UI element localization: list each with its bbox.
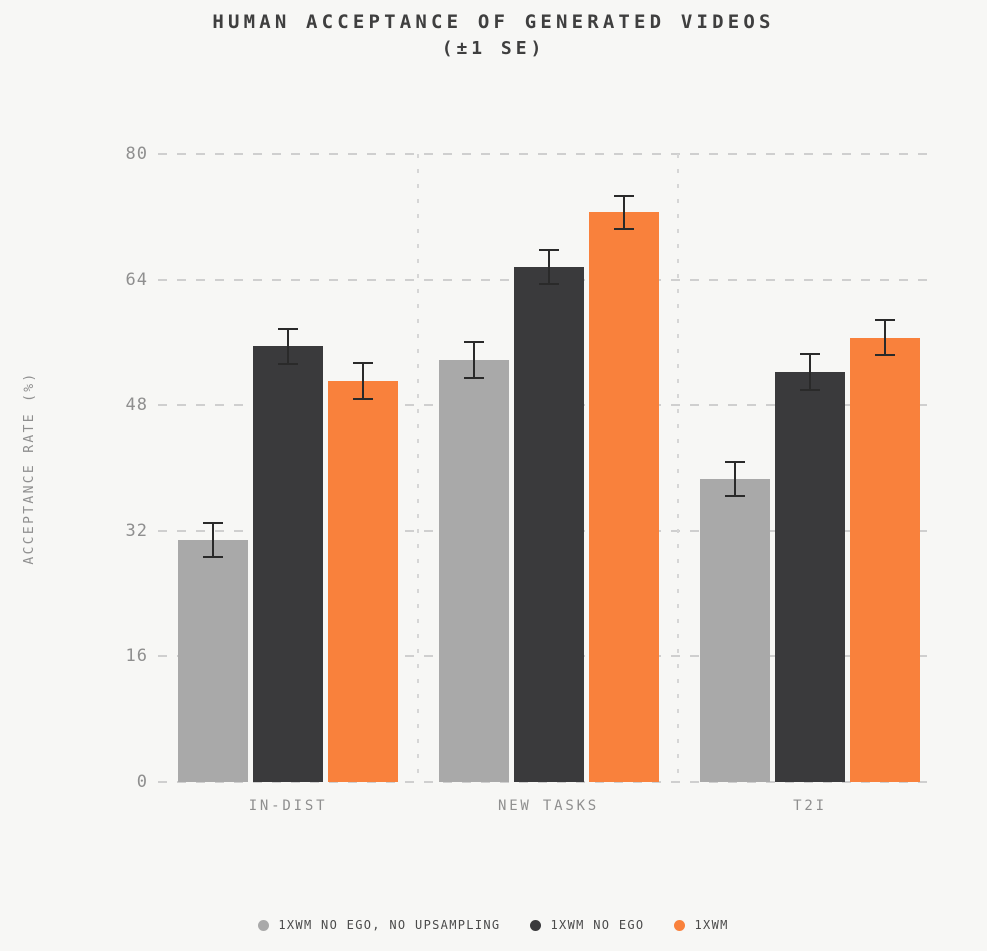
bar-1xwm-no-ego-new-tasks xyxy=(513,267,584,782)
error-bar xyxy=(547,249,550,285)
legend-item-1xwm-no-ego: 1XWM NO EGO xyxy=(530,918,644,932)
legend-dot-icon xyxy=(530,919,542,931)
error-bar-cap-bottom xyxy=(463,376,484,379)
group-separator-2 xyxy=(677,154,679,782)
chart-title: HUMAN ACCEPTANCE OF GENERATED VIDEOS xyxy=(212,11,775,33)
error-bar-cap-top xyxy=(875,319,895,322)
y-tick-label-64: 64 xyxy=(125,269,148,290)
error-bar-cap-bottom xyxy=(353,397,373,400)
bar-1xwm-in-dist xyxy=(328,380,398,782)
error-bar-cap-top xyxy=(725,460,745,463)
error-bar xyxy=(287,329,289,364)
error-bar-cap-top xyxy=(613,194,634,197)
gridline-y-0 xyxy=(158,781,935,783)
bar-1xwm-no-ego-in-dist xyxy=(253,346,323,782)
error-bar xyxy=(212,522,214,558)
legend-item-1xwm-no-ego-no-upsampling: 1XWM NO EGO, NO UPSAMPLING xyxy=(258,918,500,932)
legend-label: 1XWM NO EGO, NO UPSAMPLING xyxy=(278,918,501,932)
error-bar-cap-top xyxy=(463,340,484,343)
error-bar-cap-bottom xyxy=(613,227,634,230)
legend-item-1xwm: 1XWM xyxy=(674,918,728,932)
y-axis-label: ACCEPTANCE RATE (%) xyxy=(22,371,37,565)
x-tick-label-t2i: T2I xyxy=(793,798,827,814)
y-tick-label-48: 48 xyxy=(125,395,148,416)
legend: 1XWM NO EGO, NO UPSAMPLING 1XWM NO EGO 1XW… xyxy=(0,918,987,932)
error-bar xyxy=(809,354,811,391)
error-bar-cap-top xyxy=(353,361,373,364)
chart-title-block: HUMAN ACCEPTANCE OF GENERATED VIDEOS (±1… xyxy=(0,8,987,62)
error-bar xyxy=(362,362,364,399)
bar-1xwm-no-ego-no-upsampling-in-dist xyxy=(178,540,248,782)
error-bar-cap-bottom xyxy=(278,362,298,365)
bar-1xwm-t2i xyxy=(850,337,920,782)
error-bar-cap-bottom xyxy=(800,389,820,392)
error-bar xyxy=(472,341,475,378)
plot-area xyxy=(158,153,935,783)
error-bar-cap-bottom xyxy=(875,353,895,356)
gridline-y-80 xyxy=(158,153,935,155)
bar-1xwm-no-ego-no-upsampling-t2i xyxy=(700,478,770,782)
bar-1xwm-no-ego-no-upsampling-new-tasks xyxy=(438,359,509,782)
error-bar-cap-bottom xyxy=(203,556,223,559)
legend-label: 1XWM xyxy=(694,918,729,932)
error-bar xyxy=(622,195,625,229)
bar-1xwm-new-tasks xyxy=(588,212,659,782)
error-bar-cap-top xyxy=(278,328,298,331)
error-bar-cap-bottom xyxy=(538,283,559,286)
legend-dot-icon xyxy=(258,919,270,931)
error-bar-cap-top xyxy=(800,353,820,356)
bar-1xwm-no-ego-t2i xyxy=(775,372,845,782)
y-tick-label-80: 80 xyxy=(125,144,148,164)
legend-label: 1XWM NO EGO xyxy=(550,918,645,932)
legend-dot-icon xyxy=(674,919,686,931)
y-tick-label-0: 0 xyxy=(136,772,148,792)
x-tick-label-in-dist: IN-DIST xyxy=(248,798,328,814)
error-bar xyxy=(884,320,886,355)
error-bar-cap-top xyxy=(203,521,223,524)
error-bar-cap-top xyxy=(538,248,559,251)
chart-subtitle: (±1 SE) xyxy=(441,38,546,59)
error-bar-cap-bottom xyxy=(725,495,745,498)
error-bar xyxy=(734,461,736,497)
y-tick-label-16: 16 xyxy=(125,646,148,667)
y-tick-label-32: 32 xyxy=(125,520,148,541)
group-separator-1 xyxy=(417,154,419,782)
x-tick-label-new-tasks: NEW TASKS xyxy=(497,798,600,814)
